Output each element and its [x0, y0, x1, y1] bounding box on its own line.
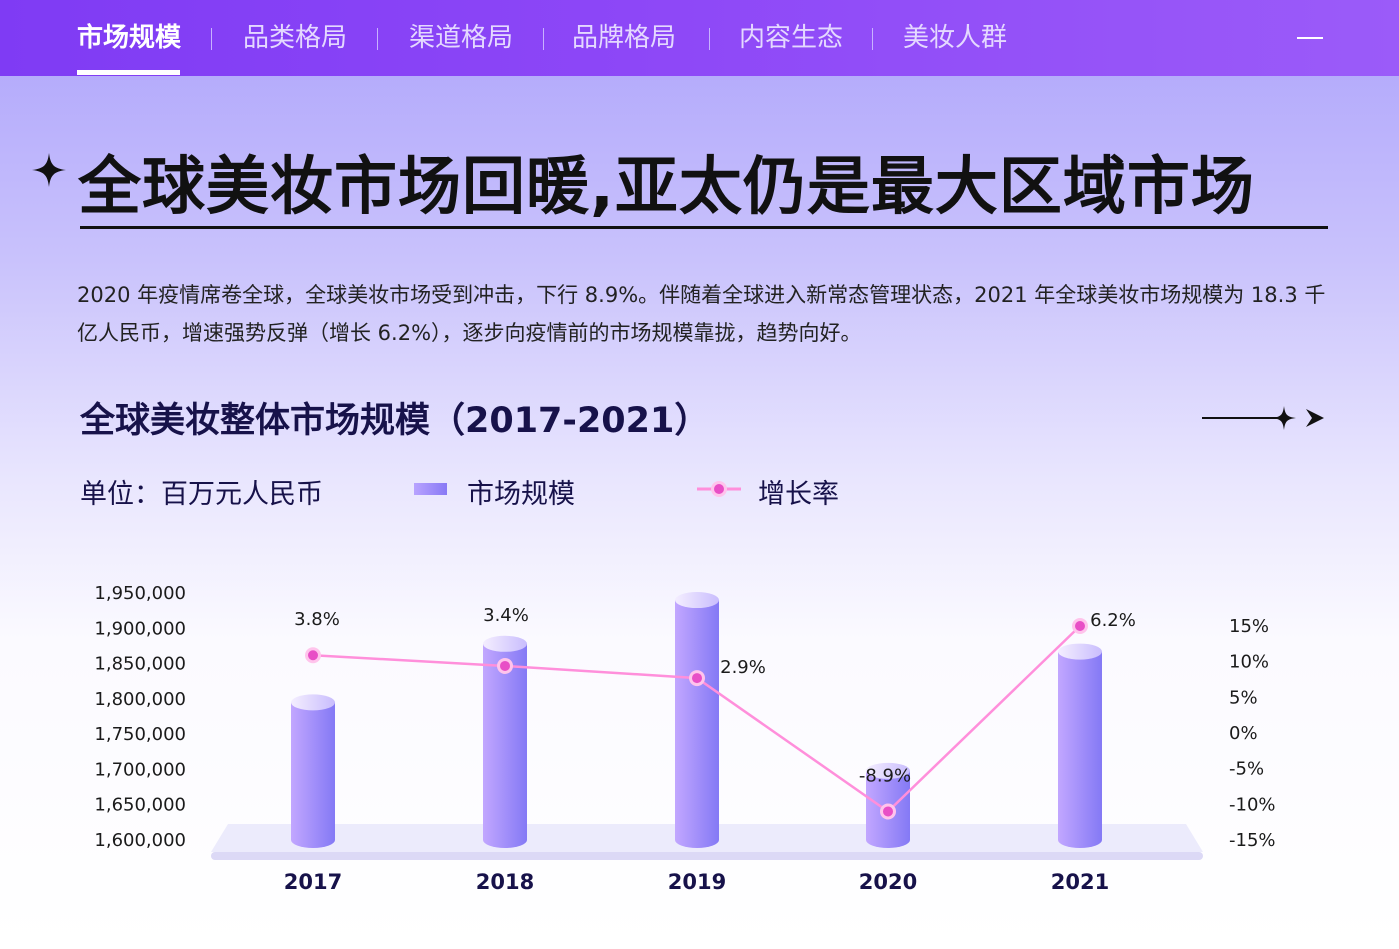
- point-dot: [692, 673, 702, 684]
- tab-category[interactable]: 品类格局: [243, 23, 348, 53]
- growth-rate-label: -8.9%: [859, 765, 911, 786]
- x-tick-label: 2020: [859, 870, 917, 894]
- nav-divider: [377, 28, 378, 50]
- growth-rate-label: 2.9%: [720, 657, 766, 678]
- x-tick-label: 2021: [1051, 870, 1109, 894]
- bar-cap: [291, 694, 335, 711]
- growth-rate-point: [305, 647, 321, 664]
- growth-rate-point: [880, 803, 896, 820]
- point-dot: [883, 806, 893, 817]
- sparkle-icon: [32, 153, 66, 187]
- y-left-tick-label: 1,600,000: [94, 830, 186, 851]
- bar-body: [483, 643, 527, 848]
- x-tick-label: 2019: [668, 870, 726, 894]
- growth-rate-label: 3.8%: [294, 609, 340, 630]
- y-right-tick-label: 0%: [1229, 723, 1258, 744]
- tab-market-size[interactable]: 市场规模: [77, 23, 182, 53]
- headline-divider: [80, 226, 1328, 229]
- growth-rate-point: [497, 657, 513, 674]
- y-left-tick-label: 1,950,000: [94, 583, 186, 604]
- decorative-arrow-icon: [1202, 406, 1324, 430]
- bar-body: [1058, 651, 1102, 848]
- growth-rate-label: 6.2%: [1090, 610, 1136, 631]
- growth-rate-label: 3.4%: [483, 605, 529, 626]
- point-dot: [1075, 621, 1085, 631]
- point-dot: [500, 660, 510, 671]
- bar-cap: [675, 592, 719, 609]
- nav-divider: [872, 28, 873, 50]
- y-right-tick-label: -5%: [1229, 759, 1264, 780]
- top-nav-bar: [0, 0, 1399, 76]
- y-right-tick-label: 10%: [1229, 652, 1269, 673]
- x-tick-label: 2017: [284, 870, 342, 894]
- y-left-tick-label: 1,900,000: [94, 618, 186, 639]
- tab-brand[interactable]: 品牌格局: [572, 23, 677, 53]
- bar-body: [291, 702, 335, 848]
- intro-paragraph: 2020 年疫情席卷全球，全球美妆市场受到冲击，下行 8.9%。伴随着全球进入新…: [77, 283, 1326, 345]
- bar-body: [675, 600, 719, 848]
- nav-divider: [543, 28, 544, 50]
- x-tick-label: 2018: [476, 870, 534, 894]
- market-size-bar: [483, 635, 527, 848]
- tab-content-ecosystem[interactable]: 内容生态: [739, 23, 844, 53]
- tab-channel[interactable]: 渠道格局: [409, 23, 514, 53]
- chart-base-edge: [211, 852, 1203, 860]
- bar-cap: [866, 762, 910, 779]
- y-right-tick-label: -15%: [1229, 830, 1276, 851]
- y-right-tick-label: -10%: [1229, 794, 1276, 815]
- market-size-bar: [675, 592, 719, 848]
- legend-line-swatch: [697, 481, 741, 497]
- bar-cap: [483, 635, 527, 652]
- y-left-tick-label: 1,750,000: [94, 724, 186, 745]
- legend-bar-label: 市场规模: [467, 479, 575, 510]
- market-size-bar: [1058, 643, 1102, 848]
- tab-beauty-consumers[interactable]: 美妆人群: [903, 23, 1008, 53]
- point-dot: [308, 650, 318, 661]
- y-right-tick-label: 5%: [1229, 687, 1258, 708]
- growth-rate-point: [689, 670, 705, 687]
- menu-dash-icon[interactable]: [1297, 37, 1323, 39]
- unit-label: 单位：百万元人民币: [80, 479, 323, 510]
- legend-line-label: 增长率: [758, 479, 839, 510]
- page-headline: 全球美妆市场回暖,亚太仍是最大区域市场: [78, 150, 1255, 223]
- y-left-tick-label: 1,850,000: [94, 654, 186, 675]
- market-size-bar: [291, 694, 335, 848]
- chart-title: 全球美妆整体市场规模（2017-2021）: [80, 401, 710, 441]
- y-right-tick-label: 15%: [1229, 616, 1269, 637]
- y-left-tick-label: 1,700,000: [94, 759, 186, 780]
- bar-cap: [1058, 643, 1102, 660]
- y-left-tick-label: 1,800,000: [94, 689, 186, 710]
- y-left-tick-label: 1,650,000: [94, 795, 186, 816]
- nav-divider: [211, 28, 212, 50]
- growth-rate-point: [1072, 618, 1088, 634]
- legend-bar-swatch: [414, 483, 447, 495]
- active-tab-underline: [77, 70, 180, 75]
- nav-divider: [709, 28, 710, 50]
